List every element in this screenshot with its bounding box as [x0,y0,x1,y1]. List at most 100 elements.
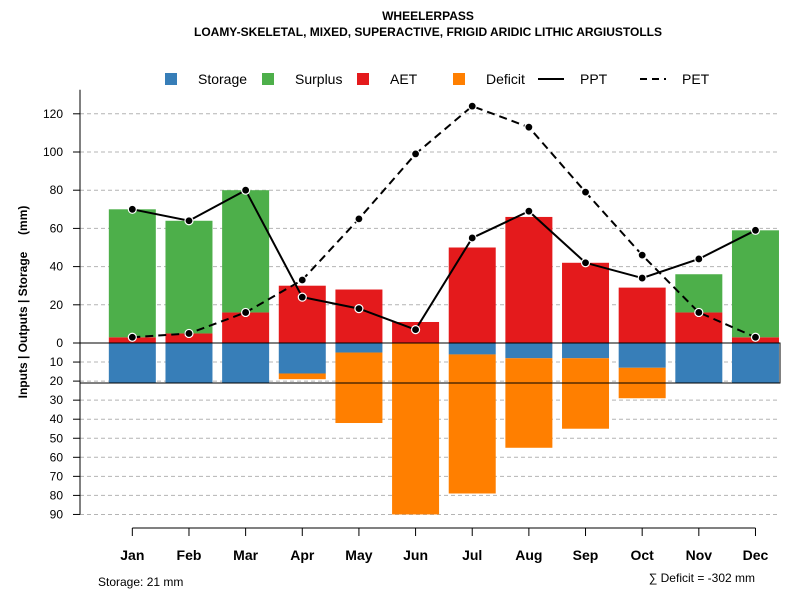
y-tick-label: 100 [43,145,63,159]
deficit-bar [278,373,326,380]
storage-bar [505,343,553,359]
deficit-bar [335,352,383,424]
ppt-line-point [184,216,194,226]
legend-swatch [262,73,274,85]
pet-line-point [467,101,477,111]
y-tick-label: 40 [50,260,64,274]
y-tick-label: 60 [50,450,64,464]
aet-bar [618,287,666,343]
ppt-line-point [241,185,251,195]
surplus-bar [222,190,270,313]
storage-bar [448,343,496,355]
legend-swatch [453,73,465,85]
legend-label: Deficit [486,71,525,87]
ppt-line-point [580,258,591,268]
surplus-bar [675,274,723,313]
storage-total-label: Storage: 21 mm [98,575,183,589]
y-tick-label: 20 [50,374,64,388]
y-tick-label: 20 [50,298,64,312]
chart-title: WHEELERPASS [382,9,474,23]
aet-bar [562,262,610,343]
y-tick-label: 60 [50,221,64,235]
y-tick-label: 10 [50,355,64,369]
ppt-line-point [467,233,477,243]
storage-bar [222,343,270,384]
ppt-line-point [410,325,421,335]
storage-bar [335,343,383,353]
aet-bar [448,247,496,343]
legend: Storage Surplus AET Deficit PPT PET [165,71,710,87]
pet-line-point [127,332,137,342]
deficit-bar [505,358,553,448]
pet-line-point [750,332,761,342]
deficit-total-label: ∑ Deficit = -302 mm [649,571,755,585]
y-tick-label: 120 [43,107,63,121]
storage-bar [675,343,723,384]
x-tick-label: Jan [120,547,144,563]
surplus-bar [165,220,213,334]
pet-line-point [694,307,704,318]
storage-bar [108,343,156,384]
y-tick-label: 30 [50,393,64,407]
ppt-line-point [750,225,761,235]
x-tick-label: Feb [177,547,202,563]
x-tick-label: Jul [462,547,482,563]
aet-bar [335,289,383,343]
ppt-line-point [354,304,364,314]
aet-bar [165,333,213,343]
y-axis-label: Inputs | Outputs | Storage (mm) [16,206,30,399]
storage-bar [618,343,666,368]
lines [127,101,761,342]
storage-bar [731,343,779,384]
y-tick-label: 90 [50,507,64,521]
x-axis: Jan Feb Mar Apr May Jun Jul Aug Sep Oct Nov Dec [120,527,769,563]
bars [79,190,781,515]
ppt-line [132,188,756,331]
y-tick-label: 50 [50,431,64,445]
aet-bar [505,216,553,343]
y-tick-label: 80 [50,183,64,197]
x-tick-label: Sep [573,547,599,563]
legend-label: AET [390,71,418,87]
x-tick-label: Nov [686,547,713,563]
legend-label: PPT [580,71,608,87]
deficit-bar [392,343,440,515]
pet-line-point [184,328,194,339]
pet-line [132,105,756,339]
ppt-line-point [297,292,307,302]
pet-line-point [524,122,534,132]
y-tick-label: 80 [50,488,64,502]
x-tick-label: Apr [290,547,315,563]
legend-swatch [165,73,177,85]
pet-line-point [354,214,364,224]
x-tick-label: Oct [631,547,655,563]
surplus-bar [108,209,156,338]
aet-bar [222,312,270,343]
pet-line-point [297,275,307,285]
storage-bar [165,343,213,384]
surplus-bar [731,230,779,338]
legend-label: PET [682,71,710,87]
deficit-bar [448,354,496,494]
storage-bar [278,343,326,374]
legend-label: Surplus [295,71,342,87]
y-tick-label: 40 [50,412,64,426]
aet-bar [675,312,723,343]
x-tick-label: May [345,547,372,563]
ppt-line-point [637,273,647,283]
y-axis: 0 20 40 60 80 100 120 10 20 30 40 50 60 70 80 90 [43,89,81,521]
legend-swatch [357,73,369,85]
ppt-line-point [694,254,704,264]
pet-line-point [410,149,421,159]
x-tick-label: Jun [403,547,428,563]
pet-line-point [241,307,251,318]
pet-line-point [580,187,591,197]
x-tick-label: Aug [515,547,542,563]
y-tick-label: 0 [56,336,63,350]
chart-subtitle: LOAMY-SKELETAL, MIXED, SUPERACTIVE, FRIG… [194,25,662,39]
storage-bar [562,343,610,359]
legend-label: Storage [198,71,247,87]
x-tick-label: Dec [743,547,769,563]
ppt-line-point [127,204,137,214]
